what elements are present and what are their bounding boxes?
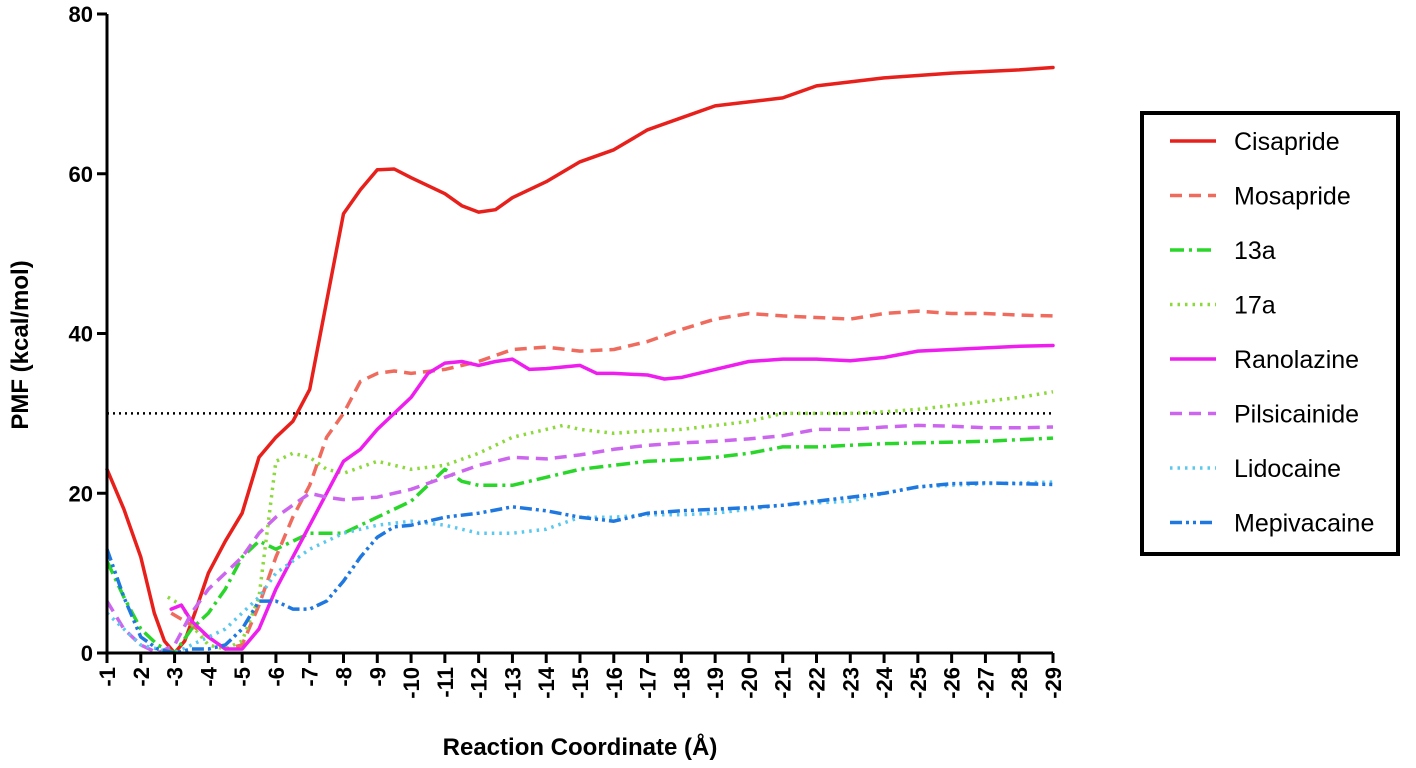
legend-label-ranolazine: Ranolazine [1234, 346, 1359, 374]
y-tick-label: 40 [69, 322, 93, 347]
x-tick-label: -6 [264, 667, 289, 687]
y-tick-label: 0 [81, 641, 93, 666]
legend-label-17a: 17a [1234, 292, 1276, 320]
legend-label-cisapride: Cisapride [1234, 128, 1340, 156]
y-tick-label: 20 [69, 481, 93, 506]
x-tick-label: -25 [906, 667, 931, 699]
series-line-mosapride [170, 309, 1054, 651]
x-tick-label: -20 [737, 667, 762, 699]
x-tick-label: -1 [95, 667, 120, 687]
x-tick-label: -28 [1007, 667, 1032, 699]
x-tick-label: -26 [940, 667, 965, 699]
x-tick-label: -4 [196, 666, 221, 686]
x-axis-title: Reaction Coordinate (Å) [443, 733, 718, 761]
y-axis-title: PMF (kcal/mol) [7, 260, 34, 429]
y-tick-label: 80 [69, 2, 93, 27]
series-line-17a [166, 390, 1054, 651]
x-tick-label: -14 [534, 666, 559, 699]
x-tick-label: -12 [467, 667, 492, 699]
x-tick-label: -9 [365, 667, 390, 687]
x-tick-label: -5 [230, 667, 255, 687]
axes [105, 14, 1053, 655]
legend: Cisapride Mosapride 13a 17a Ranolazine Pilsic… [1140, 111, 1400, 556]
x-tick-label: -2 [129, 667, 154, 687]
y-ticks: 0 20 40 60 80 [69, 2, 107, 666]
x-ticks: -1 -2 -3 -4 -5 -6 -7 -8 -9 -10 -11 -12 -13 -14 -15 -16-… [95, 653, 1066, 699]
x-tick-label: -3 [163, 667, 188, 687]
x-tick-label: -27 [973, 667, 998, 699]
x-tick-label: -13 [500, 667, 525, 699]
series-line-cisapride [105, 65, 1055, 655]
x-tick-label: -21 [771, 667, 796, 699]
x-tick-label: -22 [805, 667, 830, 699]
x-tick-label: -23 [838, 667, 863, 699]
x-tick-label: -15 [568, 667, 593, 699]
x-tick-label: -17 [636, 667, 661, 699]
x-tick-label: -29 [1041, 667, 1066, 699]
x-tick-label: -16 [602, 667, 627, 699]
series-lines [105, 65, 1055, 655]
x-tick-label: -7 [298, 667, 323, 687]
legend-box [1140, 111, 1400, 556]
series-line-13a [105, 436, 1054, 655]
x-tick-label: -8 [332, 667, 357, 687]
x-tick-label: -24 [872, 666, 897, 699]
legend-label-pilsicainide: Pilsicainide [1234, 401, 1359, 429]
x-tick-label: -19 [703, 667, 728, 699]
series-line-pilsicainide [105, 423, 1054, 655]
y-tick-label: 60 [69, 162, 93, 187]
legend-label-13a: 13a [1234, 237, 1276, 265]
x-tick-label: -10 [399, 667, 424, 699]
legend-label-mosapride: Mosapride [1234, 183, 1351, 211]
x-tick-label: -18 [669, 667, 694, 699]
legend-label-mepivacaine: Mepivacaine [1234, 510, 1374, 538]
legend-label-lidocaine: Lidocaine [1234, 455, 1341, 483]
x-tick-label: -11 [433, 667, 458, 698]
